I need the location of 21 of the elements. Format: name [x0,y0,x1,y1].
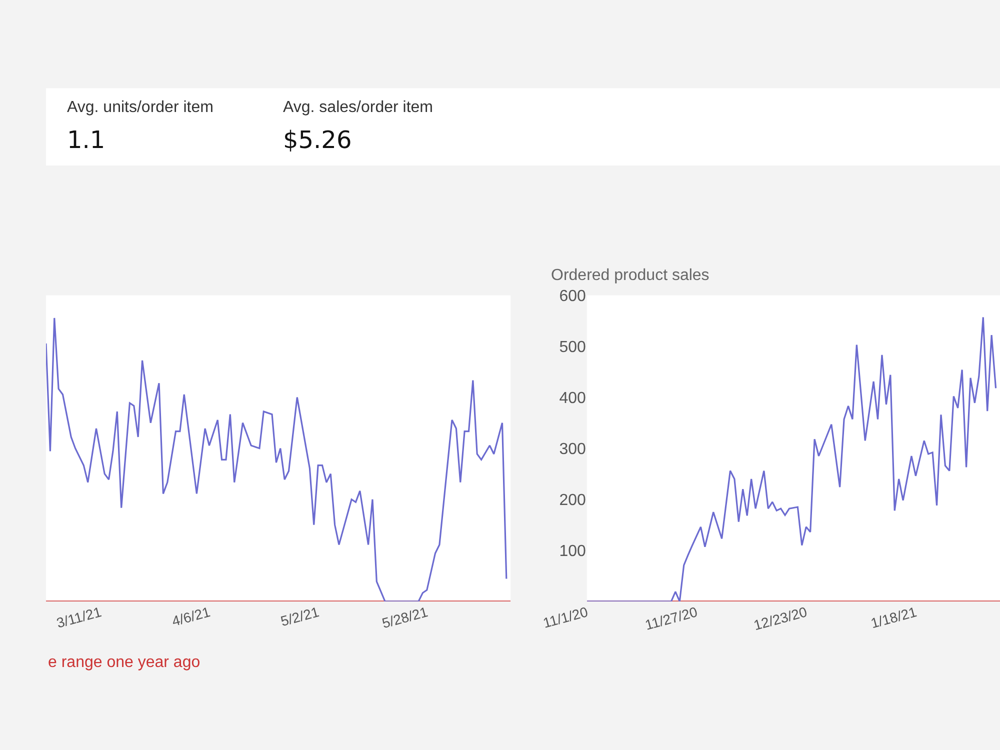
y-tick-label: 100 [559,542,586,560]
x-tick-label: 5/2/21 [278,604,321,630]
x-tick-label: 11/27/20 [643,604,700,633]
text: $5.26 [283,126,352,154]
text: 1.1 [67,126,106,154]
x-tick-label: 3/11/21 [54,604,104,631]
x-tick-label: 1/18/21 [869,604,918,632]
y-tick-label: 400 [559,390,586,407]
text: e range one year ago [48,654,200,671]
x-tick-label: 4/6/21 [170,604,212,630]
y-tick-label: 500 [559,338,586,356]
y-tick-label: 300 [559,440,586,458]
y-tick-label: 600 [559,288,586,305]
x-tick-label: 12/23/20 [752,604,809,634]
chart-title: Ordered product sales [551,267,710,284]
y-tick-label: 200 [559,492,586,509]
text: Avg. units/order item [67,99,214,116]
text: Avg. sales/order item [283,99,433,116]
x-tick-label: 11/1/20 [541,604,590,631]
x-tick-label: 5/28/21 [380,604,430,632]
line-series [586,316,997,602]
